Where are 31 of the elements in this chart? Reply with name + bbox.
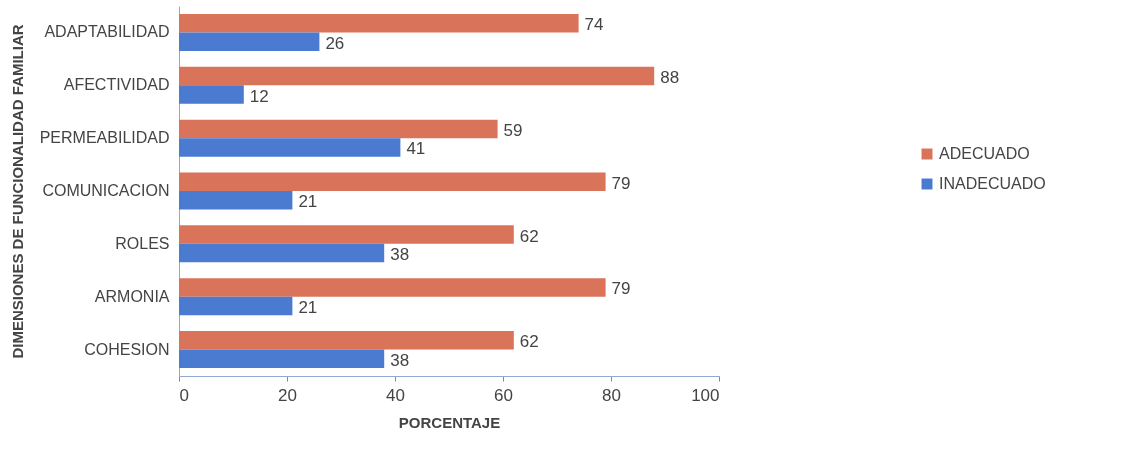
x-tick-label: 60 [494, 385, 513, 405]
x-tick-label: 20 [278, 385, 297, 405]
data-label: 59 [503, 120, 523, 140]
y-tick-label: ARMONIA [94, 287, 170, 305]
x-tick-label: 40 [386, 385, 405, 405]
data-label: 21 [298, 297, 318, 317]
legend-label: ADECUADO [939, 145, 1030, 162]
legend-label: INADECUADO [939, 175, 1046, 192]
y-tick-label: COHESION [84, 340, 170, 358]
data-label: 12 [249, 86, 269, 106]
x-axis-title: PORCENTAJE [398, 413, 501, 431]
y-tick-label: PERMEABILIDAD [39, 129, 170, 147]
data-label: 88 [660, 68, 680, 88]
x-tick-label: 100 [691, 385, 720, 405]
data-label: 62 [519, 226, 539, 246]
y-tick-label: ROLES [115, 234, 170, 252]
data-label: 62 [519, 332, 539, 352]
data-label: 74 [584, 15, 604, 35]
x-tick-label: 0 [179, 385, 189, 405]
data-label: 21 [298, 192, 318, 212]
y-tick-label: ADAPTABILIDAD [44, 23, 170, 41]
data-label: 26 [325, 33, 345, 53]
data-label: 38 [390, 350, 410, 370]
data-label: 41 [406, 139, 426, 159]
x-tick-label: 80 [602, 385, 621, 405]
y-axis-title: DIMENSIONES DE FUNCIONALIDAD FAMILIAR [8, 24, 26, 359]
y-tick-label: COMUNICACION [42, 182, 170, 199]
data-label: 79 [611, 279, 631, 299]
data-label: 38 [390, 245, 410, 265]
y-tick-label: AFECTIVIDAD [63, 76, 170, 94]
data-label: 79 [611, 173, 631, 193]
